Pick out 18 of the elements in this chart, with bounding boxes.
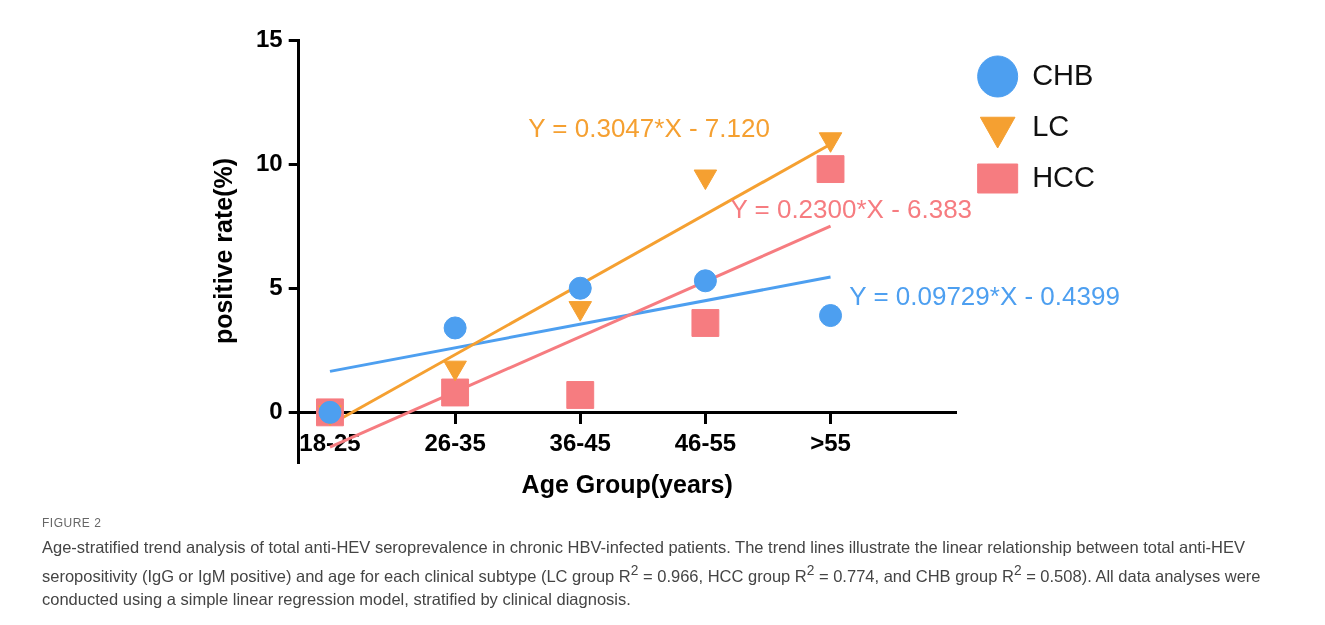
series-label: Y = 0.09729*X - 0.4399 bbox=[849, 281, 1120, 312]
y-tick-label: 5 bbox=[269, 272, 283, 300]
x-tick-label: 26-35 bbox=[424, 429, 486, 457]
caption: FIGURE 2 bbox=[42, 516, 103, 530]
legend-label: CHB bbox=[1032, 58, 1094, 91]
y-tick-label: 15 bbox=[255, 24, 283, 52]
x-tick-label: 36-45 bbox=[549, 429, 611, 457]
y-tick-label: 10 bbox=[255, 148, 283, 176]
series-label: Y = 0.3047*X - 7.120 bbox=[528, 112, 770, 143]
y-axis-title: positive rate(%) bbox=[208, 157, 237, 345]
x-axis-title: Age Group(years) bbox=[521, 470, 733, 499]
text: Age-stratified trend analysis of total anti-HEV seroprevalence in chronic HBV-infected patients. The trend lines illustrate the linear relationship between total anti-HEV seropositivity (IgG or IgM positive) and age for each clinical subtype (LC group R$^{2}$ = 0.966, HCC group R$^{2}$ = 0.774, and CHB group R$^{2}$ = 0.508). All data analyses were conducted using a simple linear regression model, stratified by clinical diagnosis. bbox=[42, 538, 1261, 608]
x-tick-label: >55 bbox=[810, 429, 851, 457]
series-label: Y = 0.2300*X - 6.383 bbox=[730, 194, 973, 225]
x-tick-label: 46-55 bbox=[674, 429, 737, 457]
legend-label: HCC bbox=[1032, 160, 1096, 193]
legend-label: LC bbox=[1032, 109, 1070, 142]
y-tick-label: 0 bbox=[269, 396, 283, 424]
